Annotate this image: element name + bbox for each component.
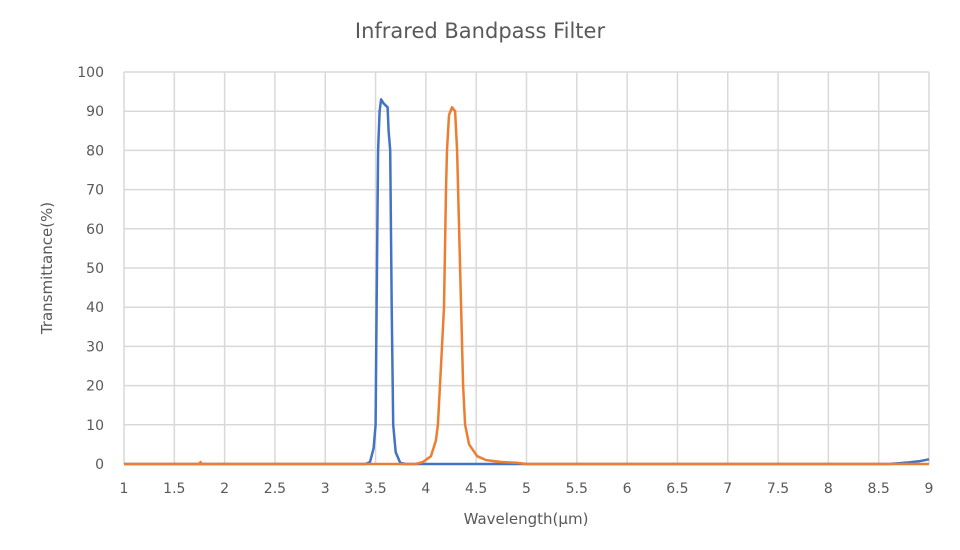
x-tick-label: 2.5 — [264, 481, 286, 497]
y-tick-label: 90 — [86, 104, 104, 120]
y-tick-label: 100 — [77, 65, 104, 81]
x-tick-label: 2 — [220, 481, 229, 497]
x-tick-label: 4.5 — [465, 481, 487, 497]
x-tick-label: 4 — [421, 481, 430, 497]
y-tick-label: 40 — [86, 300, 104, 316]
chart-title: Infrared Bandpass Filter — [355, 19, 606, 43]
x-tick-label: 5 — [522, 481, 531, 497]
x-axis-label: Wavelength(μm) — [464, 510, 589, 528]
x-tick-label: 8 — [824, 481, 833, 497]
y-axis-label: Transmittance(%) — [38, 202, 56, 335]
x-tick-label: 3.5 — [364, 481, 386, 497]
y-tick-label: 70 — [86, 183, 104, 199]
y-tick-label: 60 — [86, 222, 104, 238]
y-tick-label: 30 — [86, 339, 104, 355]
x-tick-label: 5.5 — [566, 481, 588, 497]
y-tick-label: 0 — [95, 457, 104, 473]
y-tick-label: 20 — [86, 379, 104, 395]
x-tick-label: 7 — [723, 481, 732, 497]
y-tick-label: 10 — [86, 418, 104, 434]
x-tick-label: 7.5 — [767, 481, 789, 497]
x-tick-label: 1.5 — [163, 481, 185, 497]
x-tick-label: 1 — [120, 481, 129, 497]
y-tick-label: 80 — [86, 143, 104, 159]
x-tick-label: 6 — [623, 481, 632, 497]
y-tick-label: 50 — [86, 261, 104, 277]
series-line-2 — [124, 106, 929, 466]
x-tick-label: 9 — [925, 481, 934, 497]
x-tick-label: 3 — [321, 481, 330, 497]
x-tick-label: 8.5 — [868, 481, 890, 497]
x-tick-label: 6.5 — [666, 481, 688, 497]
